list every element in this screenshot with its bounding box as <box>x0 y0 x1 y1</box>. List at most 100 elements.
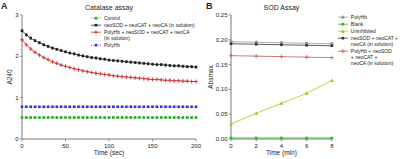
legend-marker <box>95 44 98 47</box>
point <box>33 50 37 54</box>
error-bar <box>187 65 188 68</box>
legend-label-line: (in solution) <box>104 35 130 41</box>
point <box>142 77 146 81</box>
point <box>155 77 159 81</box>
point <box>120 75 124 79</box>
point <box>330 78 334 82</box>
point <box>82 55 85 58</box>
point <box>50 60 54 64</box>
series-line <box>231 44 332 46</box>
point <box>99 105 102 108</box>
error-bar <box>48 45 49 48</box>
legend: PolyHbBlankUninhibitedneoSOD + neoCAT +n… <box>338 14 398 66</box>
point <box>29 105 32 108</box>
point <box>151 63 154 66</box>
point <box>177 105 180 108</box>
x-tick-label: 50 <box>62 143 69 149</box>
error-bar <box>156 63 157 66</box>
point <box>72 67 76 71</box>
x-tick <box>109 139 110 142</box>
point <box>29 116 32 119</box>
legend-label: Blank <box>351 21 364 27</box>
point <box>98 72 102 76</box>
point <box>111 74 115 78</box>
point <box>38 116 41 119</box>
y-axis-line <box>22 15 23 139</box>
point <box>107 73 111 77</box>
error-bar <box>100 57 101 60</box>
y-tick <box>20 15 23 16</box>
legend-marker <box>341 29 345 33</box>
y-tick-label: 0.20 <box>216 37 228 43</box>
point <box>164 78 168 82</box>
point <box>147 105 150 108</box>
point <box>160 116 163 119</box>
point <box>64 105 67 108</box>
y-tick <box>20 56 23 57</box>
point <box>64 116 67 119</box>
point <box>305 55 309 59</box>
legend-label-line: neoCA (in solution) <box>351 60 394 66</box>
point <box>146 77 150 81</box>
error-bar <box>56 48 57 51</box>
x-tick <box>331 139 332 142</box>
point <box>134 116 137 119</box>
point <box>29 37 32 40</box>
point <box>305 91 309 95</box>
y-tick-label: 1 <box>15 95 19 101</box>
error-bar <box>95 56 96 59</box>
y-tick-label: 0.25 <box>216 12 228 18</box>
legend-marker <box>341 49 345 53</box>
point <box>177 65 180 68</box>
point <box>34 116 37 119</box>
point <box>85 70 89 74</box>
error-bar <box>52 46 53 49</box>
point <box>279 55 283 59</box>
point <box>121 116 124 119</box>
error-bar <box>130 60 131 63</box>
point <box>73 105 76 108</box>
point <box>305 44 308 47</box>
point <box>82 116 85 119</box>
point <box>59 63 63 67</box>
point <box>37 53 41 57</box>
error-bar <box>152 63 153 66</box>
point <box>173 105 176 108</box>
error-bar <box>178 64 179 67</box>
series <box>229 78 334 125</box>
error-bar <box>82 54 83 57</box>
error-bar <box>35 39 36 42</box>
error-bar <box>165 63 166 66</box>
error-bar <box>26 33 27 36</box>
legend-line <box>91 45 101 46</box>
error-bar <box>69 51 70 54</box>
point <box>169 105 172 108</box>
series <box>21 105 198 108</box>
point <box>186 116 189 119</box>
point <box>164 105 167 108</box>
series-line <box>22 117 196 118</box>
point <box>47 116 50 119</box>
legend-label: PolyHb + neoSOD+ neoCAT +neoCA (in solut… <box>351 48 394 66</box>
point <box>21 116 24 119</box>
legend-marker <box>342 37 345 40</box>
point <box>138 62 141 65</box>
y-tick-label: 0.05 <box>216 111 228 117</box>
point <box>56 116 59 119</box>
point <box>138 116 141 119</box>
point <box>81 69 85 73</box>
legend-marker <box>95 17 98 20</box>
error-bar <box>122 60 123 63</box>
title: SOD Assay <box>264 4 300 12</box>
y-tick-label: 0.15 <box>216 62 228 68</box>
series <box>20 38 198 84</box>
legend-line <box>338 24 348 25</box>
point <box>42 43 45 46</box>
panel: 024680.000.050.100.150.200.25Time (min)A… <box>206 1 398 157</box>
point <box>42 56 46 60</box>
point <box>229 54 233 58</box>
point <box>103 116 106 119</box>
point <box>164 64 167 67</box>
point <box>90 105 93 108</box>
error-bar <box>91 56 92 59</box>
